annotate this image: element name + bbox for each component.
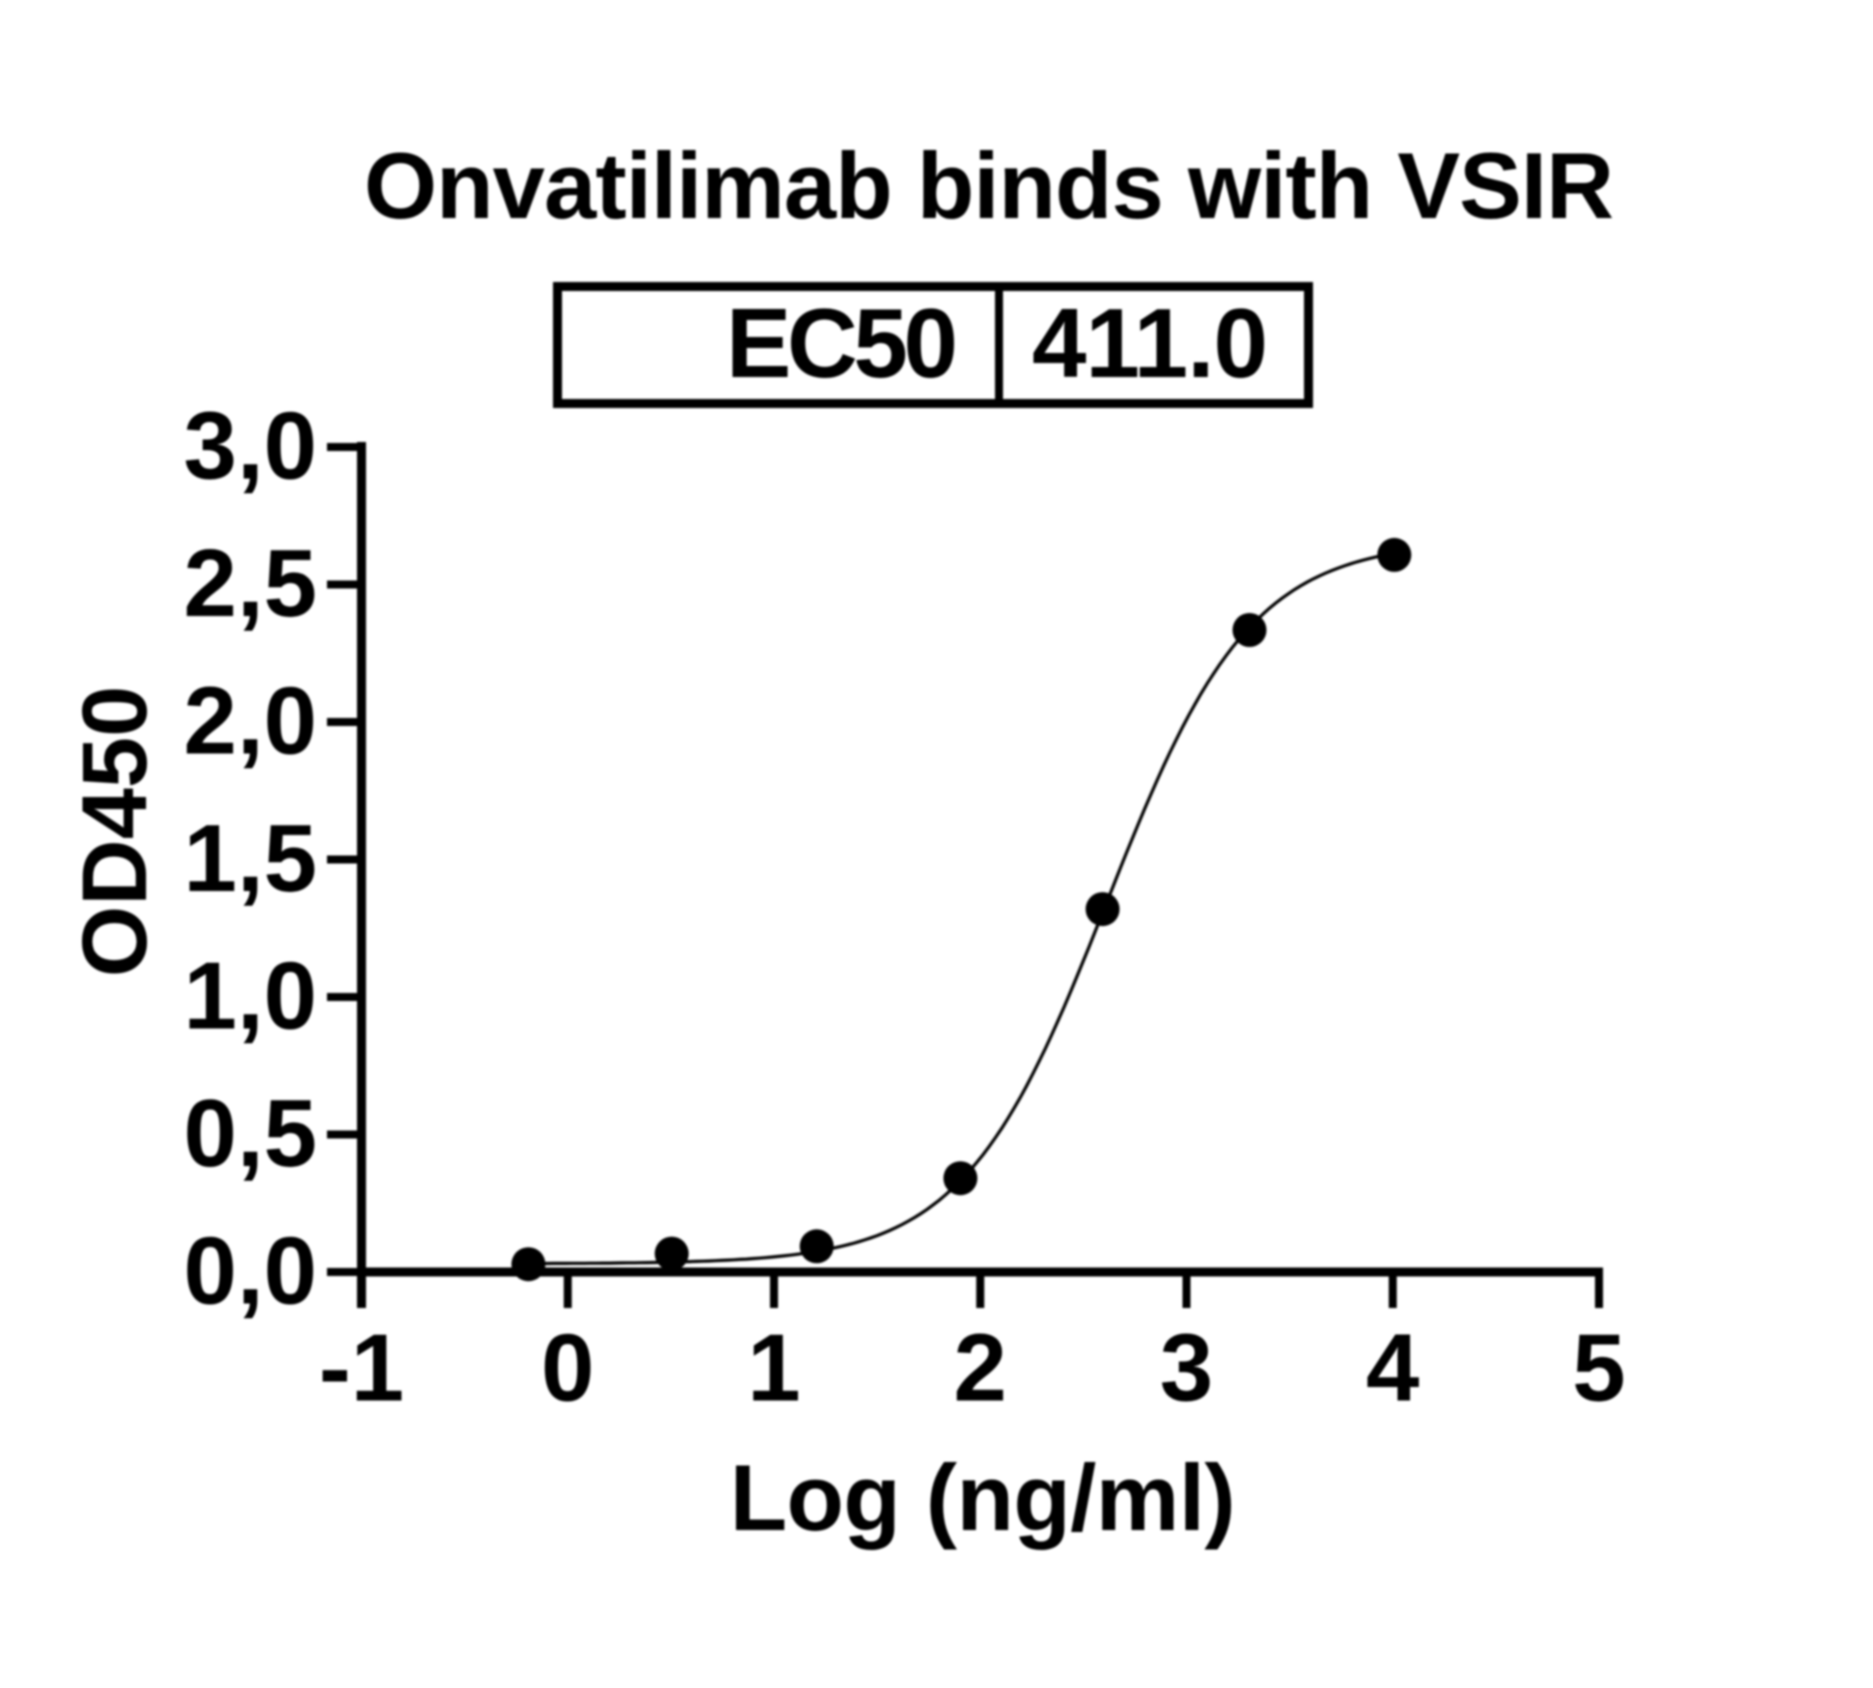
svg-text:4: 4 xyxy=(1366,1315,1419,1422)
svg-text:Log (ng/ml): Log (ng/ml) xyxy=(730,1445,1236,1550)
svg-text:5: 5 xyxy=(1572,1315,1625,1422)
svg-text:Onvatilimab binds with VSIR: Onvatilimab binds with VSIR xyxy=(364,133,1614,238)
svg-text:1,0: 1,0 xyxy=(184,943,317,1050)
svg-text:411.0: 411.0 xyxy=(1032,288,1268,398)
svg-text:1: 1 xyxy=(747,1315,800,1422)
svg-text:2: 2 xyxy=(954,1315,1007,1422)
svg-text:2,0: 2,0 xyxy=(184,668,317,775)
svg-text:EC50: EC50 xyxy=(726,288,958,398)
svg-text:2,5: 2,5 xyxy=(184,530,317,637)
svg-text:-1: -1 xyxy=(319,1315,404,1422)
svg-text:OD450: OD450 xyxy=(64,686,166,978)
svg-text:0,5: 0,5 xyxy=(184,1080,317,1187)
svg-text:3: 3 xyxy=(1160,1315,1213,1422)
svg-text:0,0: 0,0 xyxy=(184,1218,317,1325)
svg-text:0: 0 xyxy=(541,1315,594,1422)
svg-text:3,0: 3,0 xyxy=(184,393,317,500)
svg-text:1,5: 1,5 xyxy=(184,805,317,912)
